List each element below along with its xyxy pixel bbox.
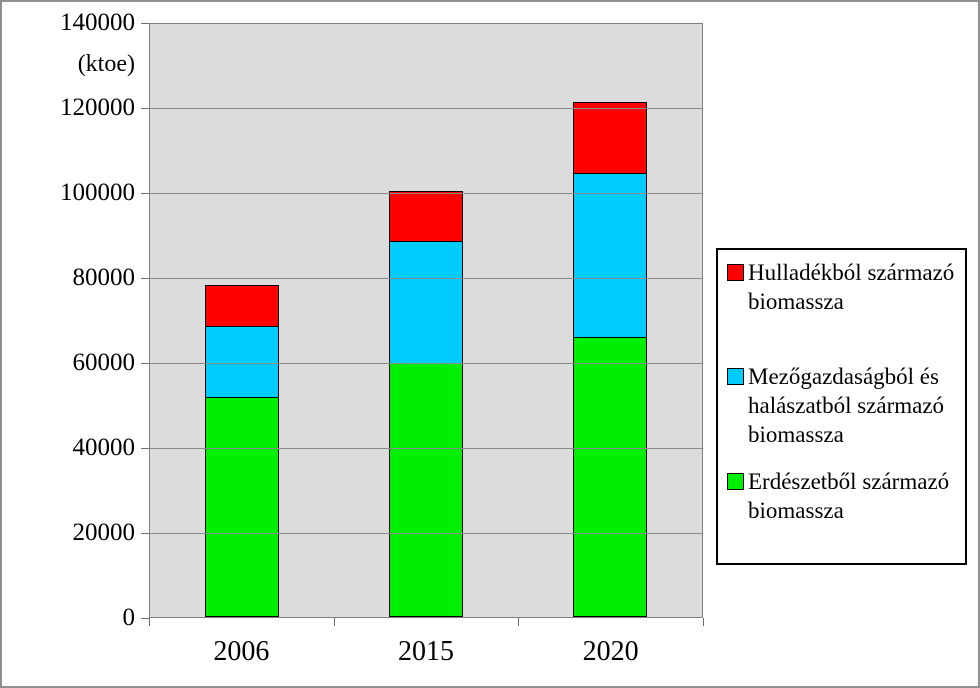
y-axis-tick xyxy=(141,618,149,619)
x-axis-tick xyxy=(703,618,704,626)
x-category-label: 2020 xyxy=(582,636,639,667)
y-tick-label: 0 xyxy=(122,604,136,631)
x-axis-tick xyxy=(149,618,150,626)
bar-segment xyxy=(573,102,647,174)
legend-label: Hulladékból származó biomassza xyxy=(748,260,955,314)
y-axis-tick xyxy=(141,108,149,109)
bar-segment xyxy=(205,285,279,327)
bar-segment xyxy=(573,337,647,617)
bar-segment xyxy=(389,363,463,617)
legend-item: Erdészetből származó biomassza xyxy=(720,459,963,563)
gridline xyxy=(150,363,702,364)
bar-segment xyxy=(205,326,279,398)
bar-segment xyxy=(389,191,463,242)
y-axis-unit-label: (ktoe) xyxy=(77,51,135,77)
y-tick-label: 60000 xyxy=(72,349,136,376)
bar-2020 xyxy=(573,102,647,617)
bar-column xyxy=(334,24,518,617)
y-tick-label: 120000 xyxy=(60,94,135,121)
legend-entry: Erdészetből származó biomassza xyxy=(727,467,949,525)
bar-column xyxy=(518,24,702,617)
legend-color-swatch-icon xyxy=(727,472,744,490)
y-axis-tick xyxy=(141,23,149,24)
legend-entry: Hulladékból származó biomassza xyxy=(727,258,954,316)
gridline xyxy=(150,108,702,109)
x-axis-labels: 2006 2015 2020 xyxy=(149,635,703,669)
legend-item: Hulladékból származó biomassza xyxy=(720,250,963,354)
bar-segment xyxy=(389,241,463,364)
gridline xyxy=(150,193,702,194)
bar-segment xyxy=(205,397,279,617)
legend-item: Mezőgazdaságból és halászatból származó … xyxy=(720,354,963,458)
legend: Hulladékból származó biomassza Mezőgazdas… xyxy=(716,248,967,565)
y-tick-label: 100000 xyxy=(60,179,135,206)
y-axis-tick xyxy=(141,533,149,534)
legend-label: Mezőgazdaságból és halászatból származó … xyxy=(748,364,945,448)
legend-label: Erdészetből származó biomassza xyxy=(748,468,950,523)
y-tick-label: 20000 xyxy=(72,519,136,546)
y-axis-tick xyxy=(141,278,149,279)
bar-2006 xyxy=(205,285,279,617)
gridline xyxy=(150,278,702,279)
legend-color-swatch-icon xyxy=(727,368,744,386)
x-axis-tick xyxy=(518,618,519,626)
x-category-label: 2006 xyxy=(213,636,270,667)
y-axis-tick xyxy=(141,363,149,364)
legend-entry: Mezőgazdaságból és halászatból származó … xyxy=(727,362,944,449)
gridline xyxy=(150,533,702,534)
y-axis-tick xyxy=(141,193,149,194)
bar-column xyxy=(150,24,334,617)
x-category-label: 2015 xyxy=(398,636,454,667)
bars-layer xyxy=(150,24,702,617)
x-axis-tick xyxy=(334,618,335,626)
gridline xyxy=(150,448,702,449)
plot-area xyxy=(149,23,703,618)
y-tick-label: 40000 xyxy=(72,434,136,461)
legend-color-swatch-icon xyxy=(727,264,744,281)
bar-2015 xyxy=(389,191,463,617)
y-axis-tick xyxy=(141,448,149,449)
bar-segment xyxy=(573,173,647,338)
y-tick-label: 80000 xyxy=(72,264,136,291)
y-tick-label: 140000 xyxy=(60,9,135,36)
